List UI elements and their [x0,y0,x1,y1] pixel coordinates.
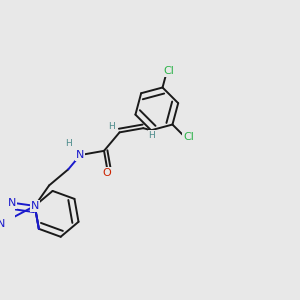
Text: Cl: Cl [163,66,174,76]
Text: N: N [76,150,85,160]
Text: Cl: Cl [183,132,194,142]
Text: H: H [148,131,155,140]
Text: H: H [108,122,114,131]
Text: O: O [103,168,112,178]
Text: H: H [66,139,72,148]
Text: N: N [31,201,39,211]
Text: N: N [0,219,6,229]
Text: N: N [8,198,16,208]
